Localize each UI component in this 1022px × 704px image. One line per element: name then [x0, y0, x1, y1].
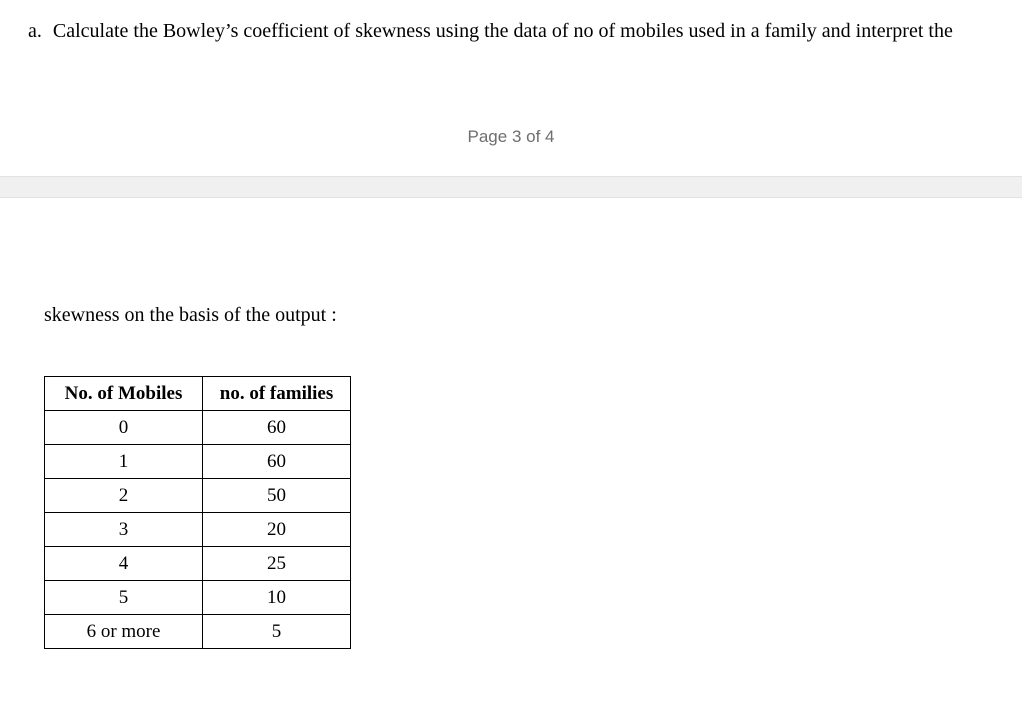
- cell-mobiles: 6 or more: [45, 615, 203, 649]
- question-line-2: skewness on the basis of the output :: [44, 304, 337, 327]
- table-row: 0 60: [45, 411, 351, 445]
- cell-families: 50: [203, 479, 351, 513]
- col-header-mobiles: No. of Mobiles: [45, 377, 203, 411]
- table-row: 3 20: [45, 513, 351, 547]
- question-line-1: a. Calculate the Bowley’s coefficient of…: [28, 20, 953, 43]
- table-row: 1 60: [45, 445, 351, 479]
- col-header-families: no. of families: [203, 377, 351, 411]
- cell-families: 60: [203, 411, 351, 445]
- page-container: a. Calculate the Bowley’s coefficient of…: [0, 0, 1022, 704]
- cell-mobiles: 5: [45, 581, 203, 615]
- cell-families: 5: [203, 615, 351, 649]
- mobiles-families-table: No. of Mobiles no. of families 0 60 1 60…: [44, 376, 351, 649]
- cell-mobiles: 2: [45, 479, 203, 513]
- page-indicator: Page 3 of 4: [0, 127, 1022, 147]
- cell-mobiles: 0: [45, 411, 203, 445]
- table-row: 4 25: [45, 547, 351, 581]
- page-separator: [0, 176, 1022, 198]
- table-row: 2 50: [45, 479, 351, 513]
- question-text-1: Calculate the Bowley’s coefficient of sk…: [53, 20, 953, 42]
- cell-families: 60: [203, 445, 351, 479]
- table-header-row: No. of Mobiles no. of families: [45, 377, 351, 411]
- cell-mobiles: 4: [45, 547, 203, 581]
- table-row: 5 10: [45, 581, 351, 615]
- cell-families: 25: [203, 547, 351, 581]
- cell-families: 20: [203, 513, 351, 547]
- table-row: 6 or more 5: [45, 615, 351, 649]
- question-label: a.: [28, 20, 42, 42]
- cell-mobiles: 1: [45, 445, 203, 479]
- cell-families: 10: [203, 581, 351, 615]
- cell-mobiles: 3: [45, 513, 203, 547]
